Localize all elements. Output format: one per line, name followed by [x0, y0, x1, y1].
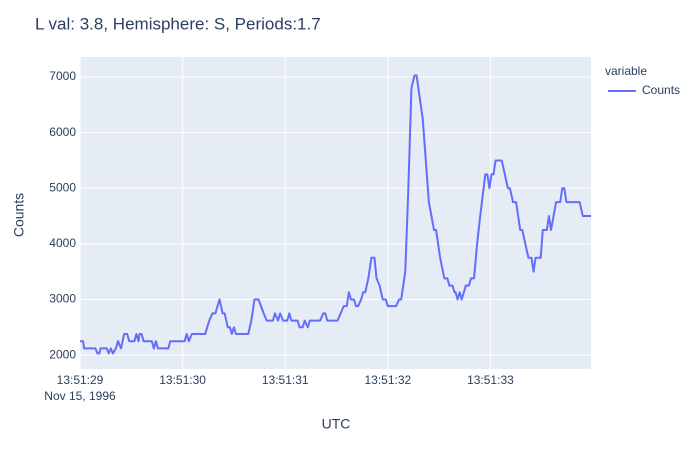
x-tick-label: 13:51:32	[364, 373, 411, 387]
x-tick-label: 13:51:30	[159, 373, 206, 387]
chart-title: L val: 3.8, Hemisphere: S, Periods:1.7	[35, 14, 321, 33]
plot-area	[80, 57, 591, 369]
y-axis-title: Counts	[11, 193, 27, 237]
y-tick-label: 3000	[49, 292, 76, 306]
y-tick-label: 2000	[49, 347, 76, 361]
x-tick-label: 13:51:33	[467, 373, 514, 387]
y-tick-label: 5000	[49, 180, 76, 194]
y-tick-label: 7000	[49, 69, 76, 83]
x-axis-title: UTC	[322, 416, 351, 432]
x-tick-label: 13:51:29	[57, 373, 104, 387]
x-tick-label: 13:51:31	[262, 373, 309, 387]
legend-title: variable	[605, 64, 647, 78]
data-line	[80, 74, 591, 355]
y-tick-label: 6000	[49, 125, 76, 139]
x-date-label: Nov 15, 1996	[44, 389, 116, 403]
legend-label: Counts	[642, 83, 680, 97]
y-tick-label: 4000	[49, 236, 76, 250]
